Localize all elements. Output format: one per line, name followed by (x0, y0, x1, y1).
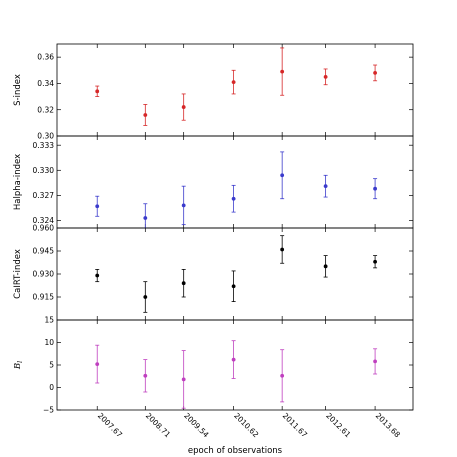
panel-frame (56, 43, 414, 137)
x-tick-label: 2008.71 (144, 411, 172, 439)
data-point (280, 151, 285, 200)
marker (95, 273, 100, 278)
data-point (181, 93, 186, 121)
data-point (231, 340, 236, 379)
x-tick-label: 2012.61 (324, 411, 352, 439)
marker (323, 184, 328, 189)
marker (323, 74, 328, 79)
data-point (143, 203, 148, 229)
panel-4: −5 0 5 10 15 Bl (13, 316, 414, 415)
x-axis-label: epoch of observations (188, 446, 283, 456)
marker (323, 264, 328, 269)
data-point (323, 68, 328, 86)
marker (373, 359, 377, 364)
y-axis-label: Halpha-index (13, 154, 23, 210)
y-tick-label: 0.915 (33, 293, 55, 302)
marker (373, 186, 377, 191)
data-point (95, 268, 100, 283)
y-tick-label: −5 (43, 406, 54, 415)
data-point (143, 104, 148, 126)
marker (95, 362, 100, 366)
marker (143, 113, 148, 117)
marker (181, 105, 186, 109)
marker (373, 259, 377, 264)
marker (280, 373, 285, 378)
data-point (181, 185, 186, 226)
data-point (231, 270, 236, 303)
data-point (280, 47, 285, 96)
y-tick-label: 0.30 (37, 132, 54, 141)
y-tick-label: 0.960 (33, 224, 55, 233)
panel-1: 0.30 0.32 0.34 0.36 S-index (13, 43, 414, 141)
x-tick-label: 2013.68 (374, 411, 402, 439)
marker (143, 373, 148, 378)
data-point (95, 195, 100, 217)
y-tick-label: 0.34 (37, 79, 54, 88)
y-tick-label: 0.327 (33, 191, 55, 200)
data-point (323, 255, 328, 278)
marker (181, 281, 186, 286)
panel-frame (56, 319, 414, 411)
marker (280, 247, 285, 252)
y-tick-label: 0.330 (33, 166, 55, 175)
x-tick-label: 2010.62 (232, 411, 260, 439)
y-tick-label: 5 (49, 361, 54, 370)
data-point (373, 255, 378, 269)
data-point (143, 359, 148, 393)
data-point (143, 281, 148, 313)
marker (181, 203, 186, 208)
data-point (181, 350, 186, 409)
marker (181, 377, 186, 382)
marker (231, 80, 236, 85)
marker (231, 357, 236, 362)
y-tick-label: 0.930 (33, 270, 55, 279)
marker (373, 71, 377, 75)
chart-panels: 0.300.320.340.36S-index0.3240.3270.3300.… (13, 43, 414, 415)
y-axis-label: S-index (13, 74, 23, 106)
data-point (373, 178, 378, 200)
y-tick-label: 0.945 (33, 247, 55, 256)
panel-2: 0.324 0.327 0.330 0.333 Halpha-index (13, 135, 414, 229)
y-axis-label: CaIRT-index (13, 249, 23, 299)
y-tick-label: 0.333 (33, 141, 55, 150)
y-tick-label: 0.324 (33, 216, 55, 225)
x-tick-label: 2009.54 (182, 411, 210, 439)
marker (231, 196, 236, 201)
data-point (181, 268, 186, 298)
y-tick-label: 0 (49, 383, 54, 392)
panel-frame (56, 135, 414, 229)
x-tick-label: 2011.67 (281, 411, 309, 439)
panel-frame (56, 227, 414, 321)
data-point (373, 348, 378, 375)
marker (143, 295, 148, 299)
marker (95, 89, 100, 94)
data-point (231, 69, 236, 95)
data-point (280, 235, 285, 264)
marker (280, 173, 285, 178)
data-point (280, 349, 285, 403)
marker (95, 204, 100, 209)
y-tick-label: 10 (44, 338, 54, 347)
data-point (323, 174, 328, 198)
x-tick-label: 2007.67 (96, 411, 124, 439)
y-tick-label: 0.32 (37, 105, 54, 114)
data-point (231, 184, 236, 213)
data-point (95, 344, 100, 384)
marker (280, 69, 285, 74)
y-axis-label: Bl (13, 361, 24, 370)
panel-3: 0.915 0.930 0.945 0.960 CaIRT-index (13, 224, 414, 321)
y-tick-label: 0.36 (37, 53, 54, 62)
x-axis: 2007.67 2008.71 2009.54 2010.62 2011.67 2012.… (96, 411, 402, 439)
data-point (95, 85, 100, 97)
y-tick-label: 15 (44, 316, 54, 325)
marker (143, 216, 148, 220)
marker (231, 284, 236, 289)
data-point (373, 64, 378, 82)
